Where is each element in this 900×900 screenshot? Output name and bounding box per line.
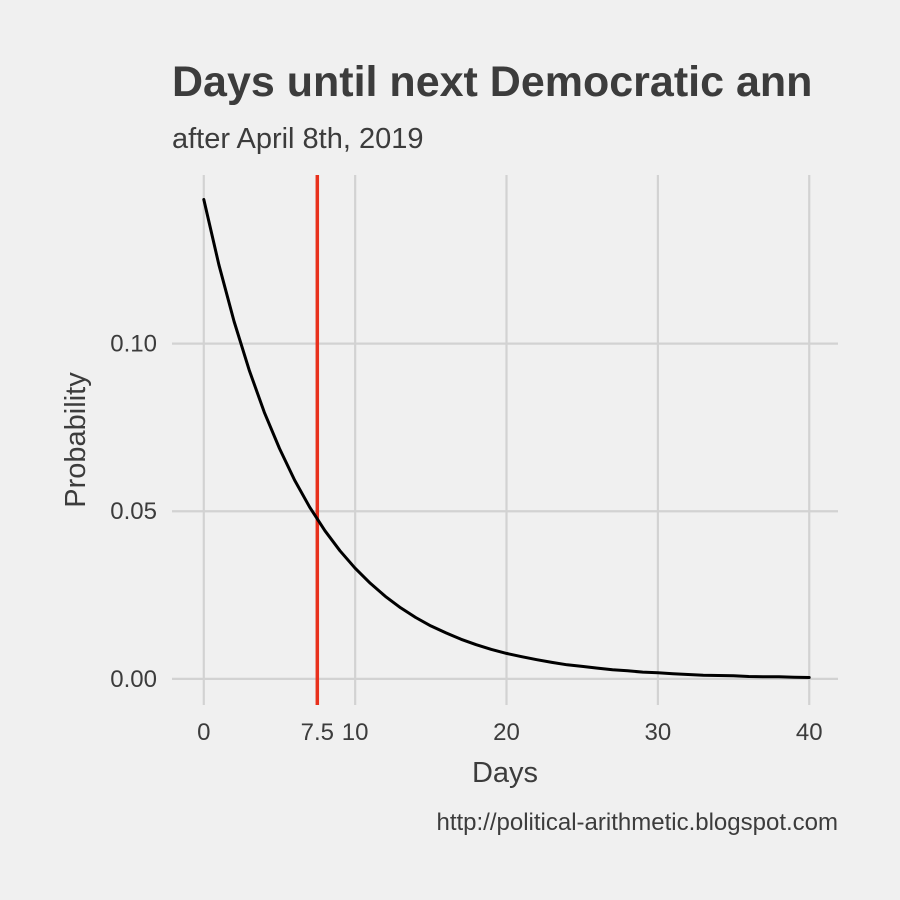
series-layer	[202, 198, 811, 679]
x-axis-ticks: 0 7.5 10 20 30 40	[197, 719, 822, 746]
probability-series-line	[202, 198, 811, 679]
grid-lines	[172, 175, 838, 705]
chart-title: Days until next Democratic ann	[172, 58, 812, 106]
x-tick-label: 30	[645, 719, 672, 746]
x-tick-label: 40	[796, 719, 823, 746]
y-axis-ticks: 0.00 0.05 0.10	[110, 331, 157, 693]
y-tick-label: 0.00	[110, 666, 157, 693]
x-tick-label: 20	[493, 719, 520, 746]
x-axis-title: Days	[472, 757, 538, 789]
y-tick-label: 0.10	[110, 331, 157, 358]
y-axis-title: Probability	[60, 372, 92, 508]
chart-caption: http://political-arithmetic.blogspot.com	[436, 809, 838, 836]
chart-subtitle: after April 8th, 2019	[172, 123, 424, 155]
x-tick-label: 10	[342, 719, 369, 746]
x-tick-label: 0	[197, 719, 210, 746]
y-tick-label: 0.05	[110, 498, 157, 525]
x-tick-label: 7.5	[301, 719, 334, 746]
